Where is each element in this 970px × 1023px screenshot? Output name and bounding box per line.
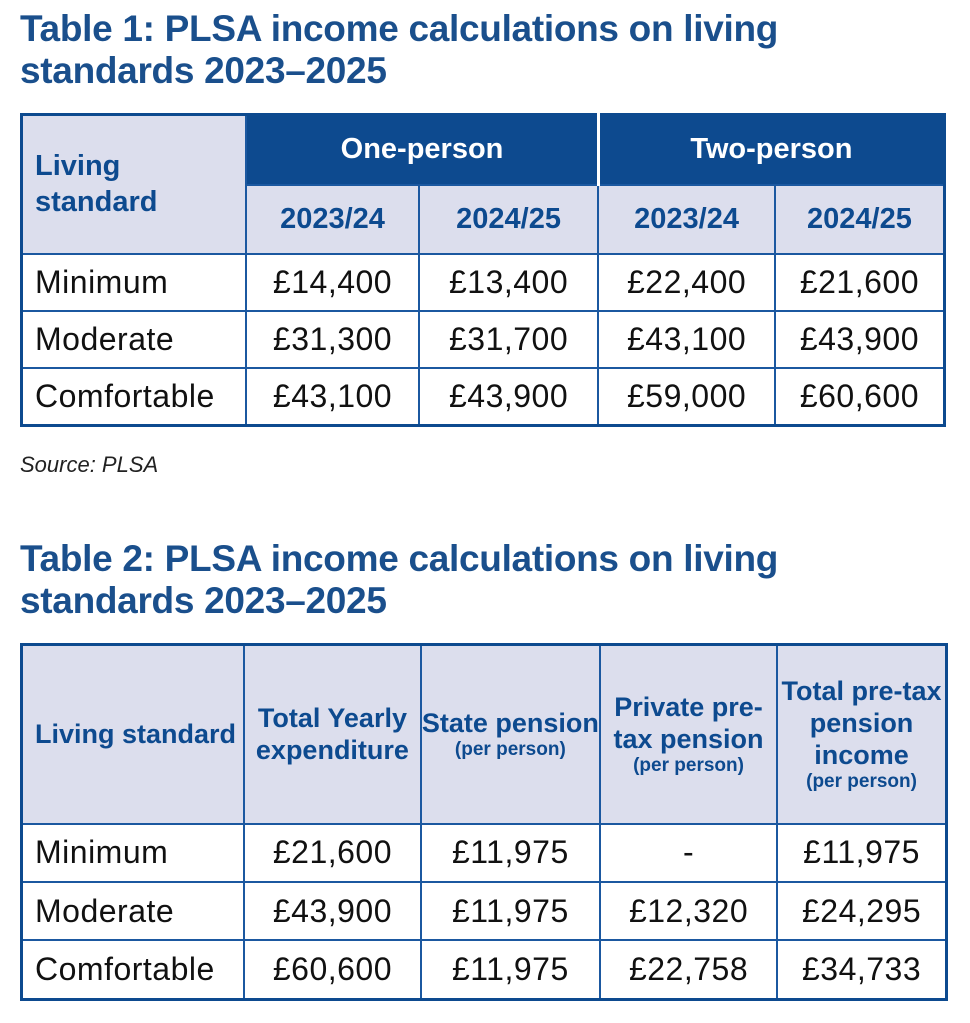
- header-text: Total pre-tax pension income: [781, 676, 942, 771]
- cell: £60,600: [243, 939, 422, 1001]
- cell: £22,400: [597, 252, 776, 312]
- cell: £11,975: [419, 822, 601, 883]
- header-living-standard: Living standard: [20, 643, 246, 825]
- table1-title-line2: standards 2023–2025: [20, 50, 387, 91]
- group-header: Two-person: [597, 113, 946, 186]
- cell: £60,600: [773, 366, 946, 427]
- cell: £43,900: [417, 366, 600, 427]
- cell: £34,733: [776, 939, 948, 1001]
- header-text: Total Yearly expenditure: [255, 703, 409, 766]
- table-row: Moderate £31,300 £31,700 £43,100 £43,900: [20, 309, 946, 369]
- cell: £14,400: [245, 252, 420, 312]
- table-row: Moderate £43,900 £11,975 £12,320 £24,295: [20, 880, 948, 942]
- header-subtext: (per person): [454, 739, 566, 761]
- table1-title-line1: Table 1: PLSA income calculations on liv…: [20, 8, 779, 49]
- header-subtext: (per person): [806, 771, 917, 793]
- cell: £31,300: [245, 309, 420, 369]
- year-header: 2024/25: [773, 183, 946, 255]
- cell: £11,975: [419, 880, 601, 942]
- cell: £21,600: [243, 822, 422, 883]
- row-label: Minimum: [20, 252, 248, 312]
- header-total-pension-income: Total pre-tax pension income (per person): [776, 643, 948, 825]
- year-header: 2023/24: [597, 183, 776, 255]
- row-label: Comfortable: [20, 366, 248, 427]
- cell: £31,700: [417, 309, 600, 369]
- cell: £43,100: [245, 366, 420, 427]
- table2-title-line1: Table 2: PLSA income calculations on liv…: [20, 538, 779, 579]
- row-label: Moderate: [20, 309, 248, 369]
- cell: -: [598, 822, 779, 883]
- row-label: Moderate: [20, 880, 246, 942]
- cell: £13,400: [417, 252, 600, 312]
- cell: £24,295: [776, 880, 948, 942]
- table2-title-line2: standards 2023–2025: [20, 580, 387, 621]
- row-label: Comfortable: [20, 939, 246, 1001]
- header-text: State pension: [421, 708, 599, 739]
- table-row: Comfortable £43,100 £43,900 £59,000 £60,…: [20, 366, 946, 427]
- table-row: Minimum £21,600 £11,975 - £11,975: [20, 822, 948, 883]
- header-subtext: (per person): [633, 755, 744, 777]
- header-private-pension: Private pre-tax pension (per person): [598, 643, 779, 825]
- cell: £59,000: [597, 366, 776, 427]
- cell: £43,900: [773, 309, 946, 369]
- cell: £12,320: [598, 880, 779, 942]
- header-text: Living standard: [35, 719, 237, 750]
- cell: £11,975: [776, 822, 948, 883]
- cell: £21,600: [773, 252, 946, 312]
- table2-title: Table 2: PLSA income calculations on liv…: [20, 538, 778, 622]
- group-header: One-person: [245, 113, 600, 186]
- header-state-pension: State pension (per person): [419, 643, 601, 825]
- cell: £43,100: [597, 309, 776, 369]
- year-header: 2024/25: [417, 183, 600, 255]
- table1-title: Table 1: PLSA income calculations on liv…: [20, 8, 778, 92]
- cell: £43,900: [243, 880, 422, 942]
- cell: £11,975: [419, 939, 601, 1001]
- header-text: Private pre-tax pension: [613, 692, 764, 755]
- table-row: Minimum £14,400 £13,400 £22,400 £21,600: [20, 252, 946, 312]
- source-note: Source: PLSA: [20, 452, 159, 477]
- table2: Living standard Total Yearly expenditure…: [20, 643, 948, 1001]
- table1: Living standard One-person Two-person 20…: [20, 113, 946, 427]
- cell: £22,758: [598, 939, 779, 1001]
- year-header: 2023/24: [245, 183, 420, 255]
- row-label: Minimum: [20, 822, 246, 883]
- table-row: Comfortable £60,600 £11,975 £22,758 £34,…: [20, 939, 948, 1001]
- header-total-yearly-expenditure: Total Yearly expenditure: [243, 643, 422, 825]
- row-header: Living standard: [20, 113, 248, 255]
